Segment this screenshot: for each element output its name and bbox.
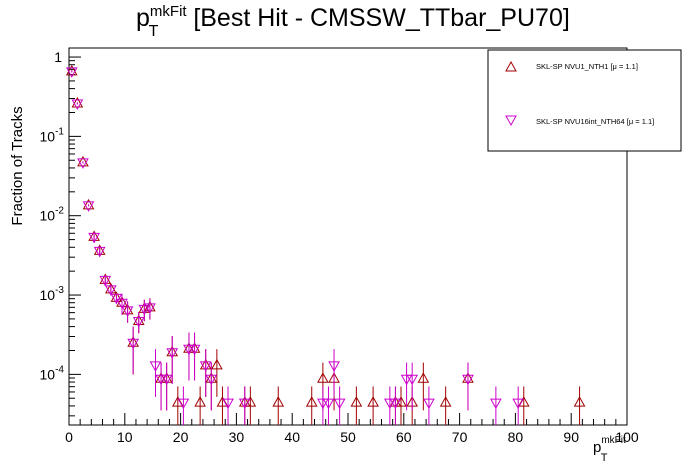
x-tick-label: 40 [284,429,300,445]
legend: SKL-SP NVU1_NTH1 [μ = 1.1] SKL-SP NVU16i… [487,49,682,152]
data-point [166,348,179,359]
data-point [462,374,474,386]
data-point [417,372,430,383]
data-point [155,374,167,386]
x-tick-label: 80 [508,429,524,445]
data-point [65,67,78,78]
legend-marker-triangle-down [505,115,517,127]
data-point [88,232,100,244]
data-point [573,396,586,407]
data-point [138,304,151,316]
data-point [205,374,218,386]
data-point [222,398,234,410]
data-point [350,396,363,407]
legend-label-1: SKL-SP NVU1_NTH1 [μ = 1.1] [536,62,638,71]
data-point [121,306,134,317]
chart-title: pmkFit T [Best Hit - CMSSW_TTbar_PU70] [136,3,570,40]
data-point [389,398,402,410]
data-point [82,201,95,212]
data-point [82,198,95,210]
data-point [177,398,190,410]
x-tick-label: 50 [340,429,356,445]
legend-marker-triangle-up [505,60,517,72]
data-point [490,398,502,410]
y-tick-label: 10-4 [40,364,65,382]
data-series [65,64,586,425]
data-point [333,398,346,410]
data-point [305,396,318,407]
data-point [77,155,89,167]
data-point [149,361,162,372]
data-point [328,361,340,372]
data-point [423,398,435,410]
data-point [65,64,78,76]
x-tick-label: 100 [615,429,639,445]
x-tick-label: 30 [229,429,245,445]
data-point [211,358,223,370]
legend-label-2: SKL-SP NVU16int_NTH64 [μ = 1.1] [536,117,654,126]
data-point [512,398,525,410]
data-point [144,303,156,314]
data-point [322,398,335,410]
x-tick-label: 60 [396,429,412,445]
y-tick-label: 10-3 [40,285,65,303]
data-point [183,344,195,356]
data-point [71,96,84,108]
data-point [132,317,145,328]
data-point [127,338,140,350]
data-point [439,396,452,407]
data-point [99,275,112,287]
data-point [105,285,117,296]
x-tick-label: 10 [117,429,133,445]
data-point [317,372,329,383]
data-point [188,344,201,356]
data-point [194,396,206,407]
data-point [367,396,379,407]
data-point [77,158,89,169]
y-tick-label: 10-1 [40,126,65,144]
x-axis-title: pmkFit T [593,435,626,464]
data-point [199,361,212,372]
legend-box [487,49,682,152]
data-point [238,398,251,410]
data-point [384,398,396,410]
data-point [400,374,413,386]
y-tick-label: 1 [54,49,62,65]
data-point [317,398,329,410]
y-tick-label: 10-2 [40,206,65,224]
data-point [93,246,106,258]
x-tick-label: 70 [452,429,468,445]
data-point [71,99,84,110]
x-tick-label: 20 [173,429,189,445]
y-axis-title: Fraction of Tracks [9,106,26,225]
data-point [406,374,419,386]
data-point [116,298,128,310]
axes: 0 10 20 30 40 50 60 70 80 90 100 10-4 10-3 10-2 10-1 1 [40,49,639,445]
data-point [160,374,173,386]
x-tick-label: 0 [65,429,73,445]
series-2 [65,67,525,425]
x-tick-label: 90 [563,429,579,445]
data-point [272,396,285,407]
